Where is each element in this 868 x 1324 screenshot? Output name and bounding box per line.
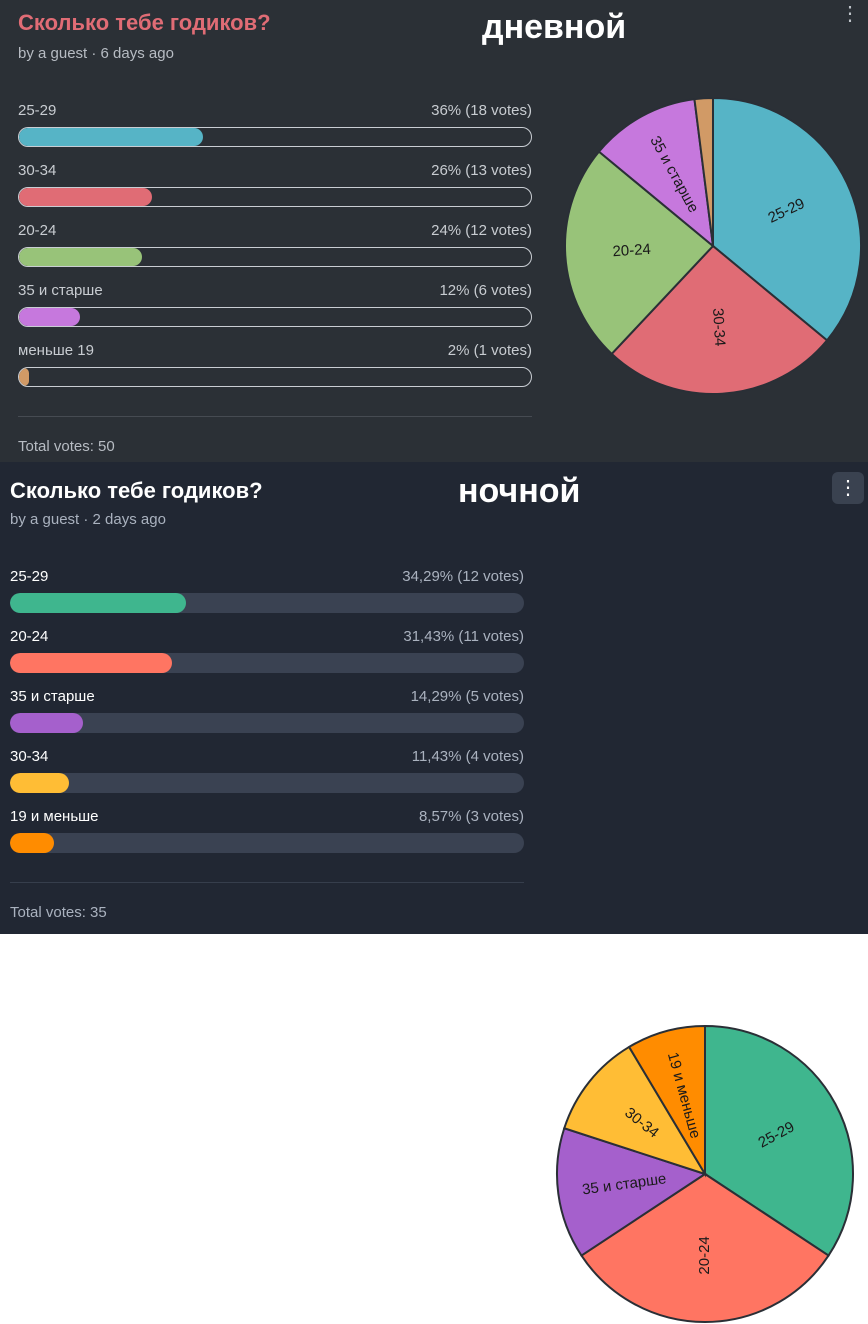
option-label: 20-24 xyxy=(10,628,49,645)
pie-slice xyxy=(712,96,862,342)
option-percent: 36% (18 votes) xyxy=(431,102,532,119)
option-percent: 12% (6 votes) xyxy=(439,282,532,299)
poll-title: Сколько тебе годиков? xyxy=(18,10,271,35)
option-bar xyxy=(10,713,524,733)
option-percent: 31,43% (11 votes) xyxy=(403,628,524,645)
total-votes: Total votes: 35 xyxy=(10,904,107,921)
poll-night: Сколько тебе годиков? by a guest · 2 day… xyxy=(0,462,868,1323)
option-percent: 24% (12 votes) xyxy=(431,222,532,239)
pie-slice xyxy=(597,98,715,249)
option-bar xyxy=(18,127,532,147)
option-percent: 8,57% (3 votes) xyxy=(418,808,524,825)
caption-night: ночной xyxy=(458,472,581,510)
poll-option[interactable]: 19 и меньше 8,57% (3 votes) xyxy=(10,808,524,858)
option-bar xyxy=(18,247,532,267)
more-options-icon[interactable]: ⋮ xyxy=(840,3,860,25)
option-bar-fill xyxy=(19,128,204,146)
caption-day: дневной xyxy=(482,8,627,46)
poll-option[interactable]: меньше 19 2% (1 votes) xyxy=(18,342,532,392)
option-bar xyxy=(18,307,532,327)
more-options-icon[interactable]: ⋮ xyxy=(832,472,864,504)
poll-option[interactable]: 30-34 26% (13 votes) xyxy=(18,162,532,212)
option-label: 35 и старше xyxy=(10,688,95,705)
poll-option[interactable]: 35 и старше 12% (6 votes) xyxy=(18,282,532,332)
pie-slice xyxy=(610,244,829,395)
option-bar xyxy=(10,773,524,793)
pie-slice xyxy=(564,150,715,356)
poll-option[interactable]: 20-24 31,43% (11 votes) xyxy=(10,628,524,678)
poll-meta: by a guest · 2 days ago xyxy=(10,511,166,528)
divider xyxy=(10,882,524,883)
option-bar-fill xyxy=(19,368,30,386)
option-bar-fill xyxy=(10,593,187,613)
option-bar-fill xyxy=(10,833,55,853)
option-bar xyxy=(18,187,532,207)
option-bar xyxy=(10,653,524,673)
pie-slice-label: 20-24 xyxy=(612,241,651,260)
option-bar-fill xyxy=(10,713,84,733)
option-label: 25-29 xyxy=(18,102,57,119)
option-label: 35 и старше xyxy=(18,282,103,299)
option-percent: 2% (1 votes) xyxy=(447,342,532,359)
option-bar xyxy=(10,833,524,853)
option-label: 30-34 xyxy=(18,162,57,179)
poll-option[interactable]: 25-29 34,29% (12 votes) xyxy=(10,568,524,618)
poll-option[interactable]: 20-24 24% (12 votes) xyxy=(18,222,532,272)
option-percent: 14,29% (5 votes) xyxy=(410,688,524,705)
pie-slice-label: 30-34 xyxy=(709,308,728,347)
option-bar-fill xyxy=(10,773,69,793)
option-percent: 26% (13 votes) xyxy=(431,162,532,179)
divider xyxy=(18,416,532,417)
option-label: 25-29 xyxy=(10,568,49,585)
pie-slice xyxy=(693,96,714,247)
poll-option[interactable]: 30-34 11,43% (4 votes) xyxy=(10,748,524,798)
poll-day: Сколько тебе годиков? by a guest · 6 day… xyxy=(0,0,868,462)
option-label: 30-34 xyxy=(10,748,49,765)
option-label: 20-24 xyxy=(18,222,57,239)
option-percent: 11,43% (4 votes) xyxy=(411,748,524,765)
option-bar-fill xyxy=(19,248,142,266)
poll-meta: by a guest · 6 days ago xyxy=(18,45,174,62)
option-bar xyxy=(10,593,524,613)
pie-slice-label: 20-24 xyxy=(696,1236,713,1274)
poll-option[interactable]: 25-29 36% (18 votes) xyxy=(18,102,532,152)
total-votes: Total votes: 50 xyxy=(18,438,115,455)
option-bar-fill xyxy=(19,308,81,326)
option-label: меньше 19 xyxy=(18,342,94,359)
option-bar-fill xyxy=(19,188,153,206)
option-bar xyxy=(18,367,532,387)
option-percent: 34,29% (12 votes) xyxy=(402,568,524,585)
option-bar-fill xyxy=(10,653,172,673)
poll-title: Сколько тебе годиков? xyxy=(10,478,263,503)
option-label: 19 и меньше xyxy=(10,808,99,825)
poll-option[interactable]: 35 и старше 14,29% (5 votes) xyxy=(10,688,524,738)
